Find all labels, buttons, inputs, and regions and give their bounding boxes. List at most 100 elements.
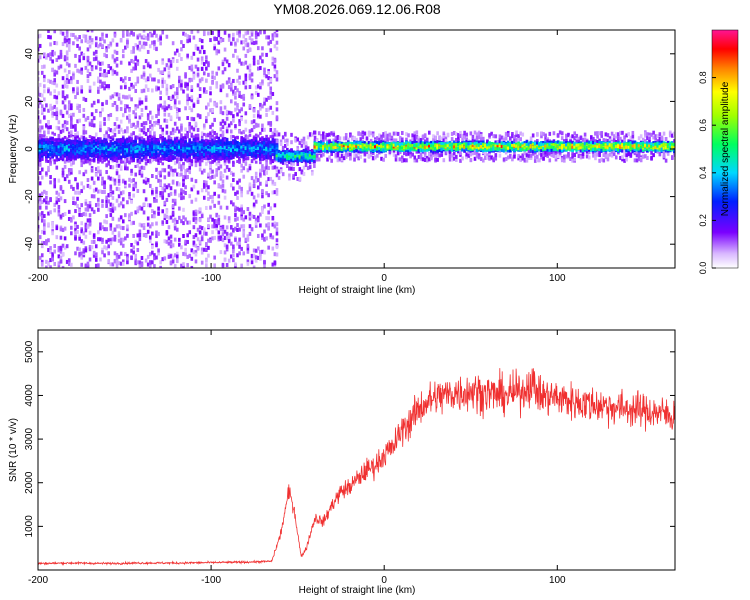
heatmap-cell <box>229 121 233 126</box>
heatmap-cell <box>153 30 156 35</box>
heatmap-cell <box>221 149 225 153</box>
heatmap-cell <box>221 173 225 178</box>
heatmap-cell <box>124 129 127 134</box>
heatmap-cell <box>90 153 94 157</box>
heatmap-cell <box>192 154 196 158</box>
heatmap-cell <box>82 107 86 112</box>
heatmap-cell <box>82 154 86 158</box>
heatmap-cell <box>80 151 84 155</box>
heatmap-cell <box>53 132 57 136</box>
heatmap-cell <box>61 123 65 128</box>
heatmap-cell <box>190 85 194 90</box>
heatmap-cell <box>178 140 181 144</box>
heatmap-cell <box>229 149 233 153</box>
heatmap-cell <box>38 136 42 140</box>
heatmap-cell <box>192 240 196 245</box>
heatmap-cell <box>126 227 129 232</box>
heatmap-cell <box>74 142 77 146</box>
heatmap-cell <box>167 70 171 75</box>
heatmap-cell <box>180 123 183 128</box>
heatmap-cell <box>225 157 229 161</box>
heatmap-cell <box>180 133 183 138</box>
heatmap-cell <box>74 140 77 144</box>
heatmap-cell <box>61 158 65 162</box>
heatmap-cell <box>117 261 121 266</box>
heatmap-cell <box>70 155 73 159</box>
heatmap-cell <box>119 201 123 206</box>
heatmap-cell <box>194 243 198 248</box>
heatmap-cell <box>70 262 73 267</box>
heatmap-cell <box>167 135 171 139</box>
heatmap-cell <box>92 123 96 128</box>
heatmap-cell <box>146 144 150 148</box>
heatmap-cell <box>161 149 165 153</box>
heatmap-cell <box>186 175 189 180</box>
heatmap-cell <box>138 263 142 268</box>
heatmap-cell <box>207 196 210 201</box>
heatmap-cell <box>180 153 183 157</box>
heatmap-cell <box>240 143 243 147</box>
heatmap-cell <box>146 262 150 267</box>
heatmap-cell <box>142 75 146 80</box>
heatmap-cell <box>138 141 142 145</box>
heatmap-cell <box>236 216 239 221</box>
heatmap-cell <box>144 161 148 165</box>
heatmap-cell <box>234 153 237 157</box>
heatmap-cell <box>221 188 225 193</box>
heatmap-cell <box>240 214 243 219</box>
heatmap-cell <box>72 141 75 145</box>
heatmap-cell <box>130 221 133 226</box>
heatmap-cell <box>182 207 185 212</box>
heatmap-cell <box>51 252 54 257</box>
heatmap-cell <box>99 137 102 141</box>
heatmap-cell <box>198 157 202 161</box>
heatmap-cell <box>217 40 221 45</box>
heatmap-cell <box>246 150 250 154</box>
heatmap-cell <box>121 160 125 164</box>
heatmap-cell <box>153 256 156 261</box>
heatmap-cell <box>159 149 162 153</box>
heatmap-cell <box>244 111 248 116</box>
heatmap-cell <box>132 131 135 136</box>
heatmap-cell <box>213 174 216 179</box>
heatmap-cell <box>157 157 160 161</box>
heatmap-cell <box>105 84 108 89</box>
heatmap-cell <box>124 81 127 86</box>
heatmap-cell <box>103 227 106 232</box>
heatmap-cell <box>205 142 208 146</box>
heatmap-cell <box>47 140 50 144</box>
heatmap-cell <box>155 87 158 92</box>
heatmap-cell <box>94 54 98 59</box>
heatmap-cell <box>244 152 248 156</box>
heatmap-cell <box>211 134 214 138</box>
heatmap-cell <box>155 255 158 260</box>
heatmap-cell <box>103 137 106 141</box>
heatmap-cell <box>88 213 92 218</box>
heatmap-cell <box>198 87 202 92</box>
heatmap-cell <box>82 34 86 39</box>
heatmap-cell <box>232 148 235 152</box>
heatmap-cell <box>244 146 248 150</box>
heatmap-cell <box>70 153 73 157</box>
heatmap-cell <box>70 162 73 167</box>
heatmap-cell <box>78 208 81 213</box>
heatmap-cell <box>80 212 84 217</box>
heatmap-cell <box>61 90 65 95</box>
heatmap-cell <box>244 119 248 124</box>
heatmap-cell <box>142 202 146 207</box>
heatmap-cell <box>248 187 252 192</box>
heatmap-cell <box>117 178 121 183</box>
heatmap-cell <box>184 191 187 196</box>
heatmap-cell <box>211 149 214 153</box>
heatmap-cell <box>209 148 212 152</box>
heatmap-cell <box>234 48 237 53</box>
heatmap-cell <box>178 215 181 220</box>
heatmap-cell <box>192 217 196 222</box>
heatmap-cell <box>101 147 104 151</box>
heatmap-cell <box>74 201 77 206</box>
heatmap-cell <box>130 85 133 90</box>
chart-title: YM08.2026.069.12.06.R08 <box>273 1 441 17</box>
heatmap-cell <box>101 240 104 245</box>
heatmap-cell <box>78 145 81 149</box>
heatmap-cell <box>165 87 169 92</box>
